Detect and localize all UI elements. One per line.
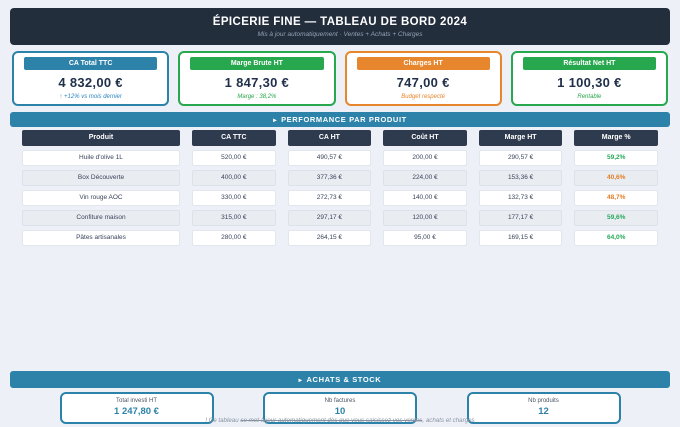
stat-value: 1 247,80 € [114,406,159,417]
footer-note-suffix: , achats et charges [422,417,475,424]
page-subtitle: Mis à jour automatiquement · Ventes + Ac… [257,31,423,38]
cell-marge-ht: 132,73 € [478,190,563,206]
page-title: ÉPICERIE FINE — TABLEAU DE BORD 2024 [212,16,468,28]
cell-marge-pct: 59,2% [574,150,658,166]
cell-produit: Box Découverte [22,170,180,186]
kpi-card-marge-brute: Marge Brute HT 1 847,30 € Marge : 38,2% [178,51,336,106]
column-header-produit: Produit [22,130,180,146]
stats-card-row: Total investi HT 1 247,80 € Nb factures … [10,392,670,424]
cell-ca-ht: 377,36 € [287,170,372,186]
cell-cout-ht: 224,00 € [383,170,467,186]
kpi-value: 747,00 € [396,75,450,90]
cell-marge-pct: 40,6% [574,170,658,186]
cell-ca-ttc: 400,00 € [192,170,276,186]
kpi-value: 4 832,00 € [58,75,123,90]
section-header-achats-stock[interactable]: ▸ ACHATS & STOCK [10,371,670,388]
kpi-header-badge: CA Total TTC [24,57,158,70]
cell-cout-ht: 140,00 € [383,190,467,206]
stat-value: 10 [334,406,346,417]
stat-label: Nb factures [324,398,356,404]
column-header-cout-ht: Coût HT [383,130,467,146]
expand-arrow-icon: ▸ [273,117,278,124]
cell-marge-ht: 169,15 € [478,230,563,246]
kpi-note: Marge : 38,2% [237,94,277,100]
section-label: ACHATS & STOCK [306,375,382,384]
kpi-header-badge: Marge Brute HT [190,57,324,70]
column-header-ca-ttc: CA TTC [192,130,276,146]
cell-ca-ttc: 520,00 € [192,150,276,166]
cell-marge-pct: 59,6% [574,210,658,226]
kpi-card-row: CA Total TTC 4 832,00 € ↑ +12% vs mois d… [12,51,668,106]
expand-arrow-icon: ▸ [298,377,303,384]
stat-card-nb-produits: Nb produits 12 [466,392,621,424]
cell-marge-pct: 64,0% [574,230,658,246]
stat-value: 12 [538,406,549,417]
dashboard-header: ÉPICERIE FINE — TABLEAU DE BORD 2024 Mis… [10,8,670,45]
cell-ca-ht: 297,17 € [287,210,372,226]
kpi-card-resultat-net: Résultat Net HT 1 100,30 € Rentable [510,51,668,106]
kpi-value: 1 100,30 € [557,75,622,90]
cell-ca-ttc: 315,00 € [192,210,276,226]
footer-note-prefix: ! Ce tableau [205,417,241,424]
column-header-marge-pct: Marge % [574,130,658,146]
cell-marge-ht: 153,36 € [478,170,563,186]
cell-marge-ht: 290,57 € [478,150,563,166]
cell-produit: Huile d'olive 1L [22,150,180,166]
footer-note: ! Ce tableau se met à jour automatiqueme… [0,417,680,424]
kpi-value: 1 847,30 € [224,75,290,90]
kpi-note: ↑ +12% vs mois dernier [59,94,122,100]
kpi-card-ca-total: CA Total TTC 4 832,00 € ↑ +12% vs mois d… [12,51,170,106]
cell-ca-ht: 264,15 € [287,230,372,246]
cell-produit: Pâtes artisanales [22,230,180,246]
cell-ca-ht: 490,57 € [287,150,372,166]
kpi-header-badge: Résultat Net HT [522,57,656,70]
cell-cout-ht: 120,00 € [383,210,467,226]
kpi-note: Budget respecté [401,94,445,100]
kpi-note: Rentable [577,94,602,100]
kpi-card-charges: Charges HT 747,00 € Budget respecté [344,51,502,106]
cell-cout-ht: 95,00 € [383,230,467,246]
section-label: PERFORMANCE PAR PRODUIT [281,115,407,124]
cell-marge-pct: 48,7% [574,190,658,206]
product-table: Produit CA TTC CA HT Coût HT Marge HT Ma… [22,130,658,246]
stat-card-nb-factures: Nb factures 10 [263,392,417,424]
section-header-performance[interactable]: ▸ PERFORMANCE PAR PRODUIT [10,112,670,127]
column-header-ca-ht: CA HT [287,130,372,146]
cell-produit: Confiture maison [22,210,180,226]
cell-produit: Vin rouge AOC [22,190,180,206]
cell-cout-ht: 200,00 € [383,150,467,166]
footer-note-struck-text: se met à jour automatiquement dès que vo… [240,417,423,424]
cell-ca-ht: 272,73 € [287,190,372,206]
stat-card-total-investi: Total investi HT 1 247,80 € [59,392,214,424]
stat-label: Nb produits [528,398,559,404]
column-header-marge-ht: Marge HT [478,130,563,146]
cell-ca-ttc: 280,00 € [192,230,276,246]
kpi-header-badge: Charges HT [356,57,490,70]
cell-marge-ht: 177,17 € [478,210,563,226]
stat-label: Total investi HT [115,398,157,404]
cell-ca-ttc: 330,00 € [192,190,276,206]
